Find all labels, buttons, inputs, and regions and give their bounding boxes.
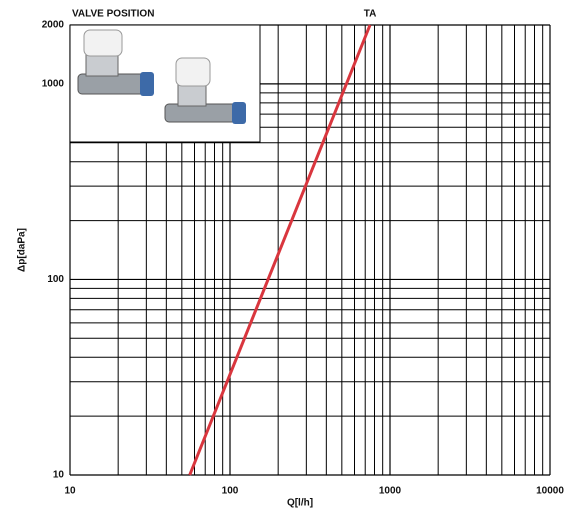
y-tick-label: 10	[53, 470, 65, 481]
series-label: TA	[364, 9, 377, 20]
y-tick-label: 1000	[42, 79, 65, 90]
valve-photo	[69, 24, 261, 143]
x-tick-label: 10	[64, 486, 76, 497]
y-tick-label: 2000	[42, 20, 65, 31]
y-tick-label: 100	[47, 274, 64, 285]
x-axis-label: Q[l/h]	[287, 498, 313, 509]
x-tick-label: 100	[222, 486, 239, 497]
x-tick-label: 1000	[379, 486, 402, 497]
annotation: VALVE POSITION	[72, 9, 154, 20]
marks	[188, 24, 372, 476]
x-tick-label: 10000	[536, 486, 564, 497]
y-axis-label: Δp[daPa]	[17, 228, 28, 272]
series-line	[188, 24, 372, 476]
